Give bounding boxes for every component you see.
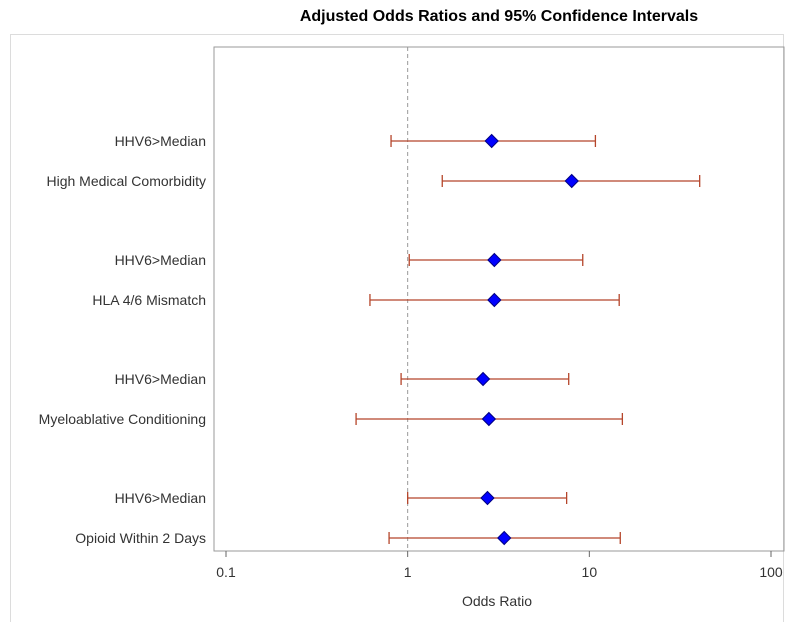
row-label: HLA 4/6 Mismatch <box>92 292 206 308</box>
odds-ratio-marker <box>497 530 512 546</box>
x-axis-label: Odds Ratio <box>462 593 532 609</box>
row-label: Myeloablative Conditioning <box>39 411 206 427</box>
chart-title: Adjusted Odds Ratios and 95% Confidence … <box>299 8 699 25</box>
odds-ratio-marker <box>484 133 499 149</box>
odds-ratio-marker <box>475 371 491 387</box>
odds-ratio-marker <box>564 173 579 189</box>
x-tick-label: 1 <box>404 564 412 580</box>
odds-ratio-marker <box>487 252 502 268</box>
odds-ratio-marker <box>480 490 495 506</box>
x-tick-label: 0.1 <box>216 564 236 580</box>
odds-ratio-marker <box>487 292 502 308</box>
row-label: HHV6>Median <box>115 252 206 268</box>
row-label: High Medical Comorbidity <box>46 173 206 189</box>
row-label: Opioid Within 2 Days <box>75 530 206 546</box>
x-tick-label: 10 <box>582 564 598 580</box>
row-label: HHV6>Median <box>115 133 206 149</box>
x-tick-label: 100 <box>759 564 783 580</box>
row-label: HHV6>Median <box>115 371 206 387</box>
odds-ratio-marker <box>481 411 497 427</box>
row-label: HHV6>Median <box>115 490 206 506</box>
